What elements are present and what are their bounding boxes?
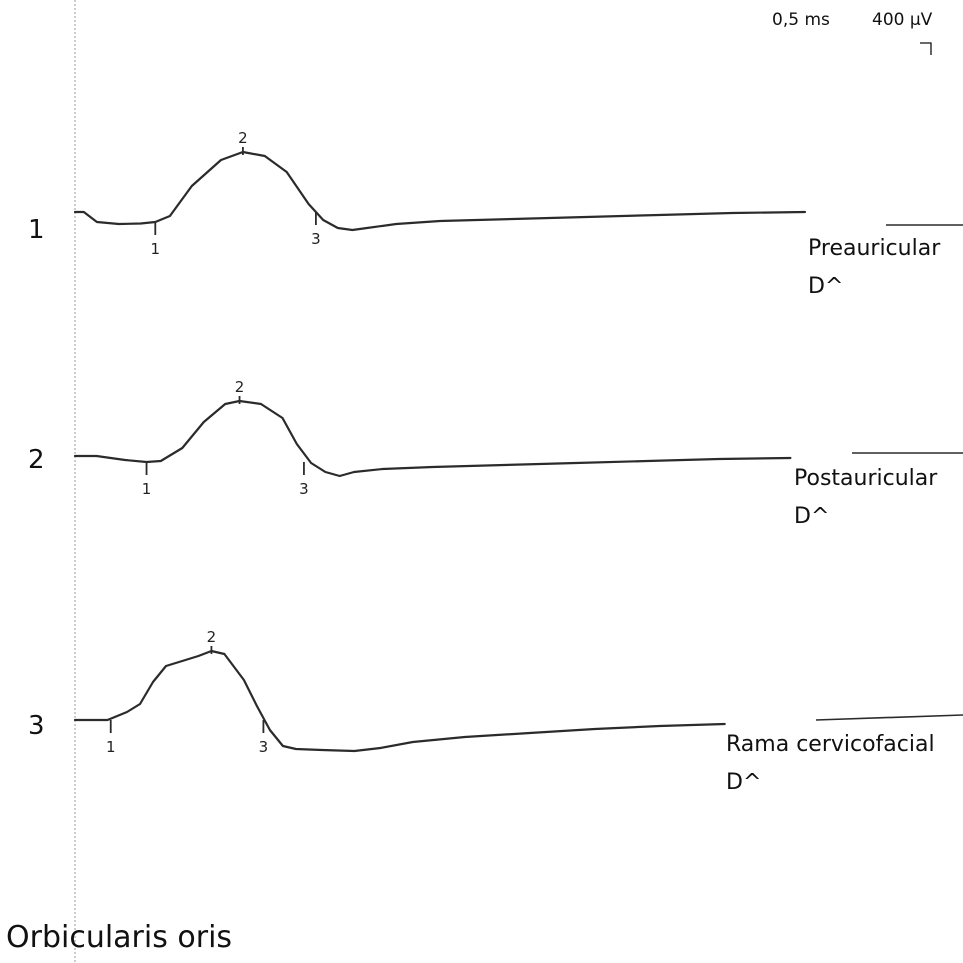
- trace-2-waveform: [73, 399, 792, 478]
- trace-3-tail: [815, 714, 963, 721]
- amplitude-scale-label: 400 µV: [872, 10, 933, 30]
- marker-2-label: 2: [235, 378, 245, 396]
- marker-1-label: 1: [106, 738, 116, 756]
- trace-number: 1: [28, 215, 45, 245]
- site-label: Rama cervicofacial: [726, 732, 935, 757]
- marker-2-label: 2: [238, 129, 248, 147]
- marker-2-label: 2: [207, 628, 217, 646]
- chart-title: Orbicularis oris: [6, 920, 232, 955]
- traces-layer: 1 2 3 1 Preauricular D^ 1 2 3 2 Postauricular D^ 1 2 3…: [28, 129, 963, 795]
- trace-3: 1 2 3 3 Rama cervicofacial D^: [28, 628, 963, 795]
- marker-1-label: 1: [151, 240, 161, 258]
- trace-3-waveform: [73, 649, 726, 753]
- marker-3-label: 3: [311, 230, 321, 248]
- side-label: D^: [726, 770, 761, 795]
- side-label: D^: [808, 274, 843, 299]
- trace-number: 2: [28, 445, 45, 475]
- scale-bracket-icon: [920, 42, 932, 55]
- marker-3-label: 3: [259, 738, 269, 756]
- marker-1-label: 1: [142, 480, 152, 498]
- trace-1-waveform: [73, 150, 807, 232]
- trace-2: 1 2 3 2 Postauricular D^: [28, 378, 963, 529]
- site-label: Postauricular: [794, 466, 938, 491]
- time-scale-label: 0,5 ms: [772, 10, 830, 30]
- marker-3-label: 3: [299, 480, 309, 498]
- site-label: Preauricular: [808, 236, 941, 261]
- side-label: D^: [794, 504, 829, 529]
- trace-1: 1 2 3 1 Preauricular D^: [28, 129, 963, 299]
- trace-number: 3: [28, 711, 45, 741]
